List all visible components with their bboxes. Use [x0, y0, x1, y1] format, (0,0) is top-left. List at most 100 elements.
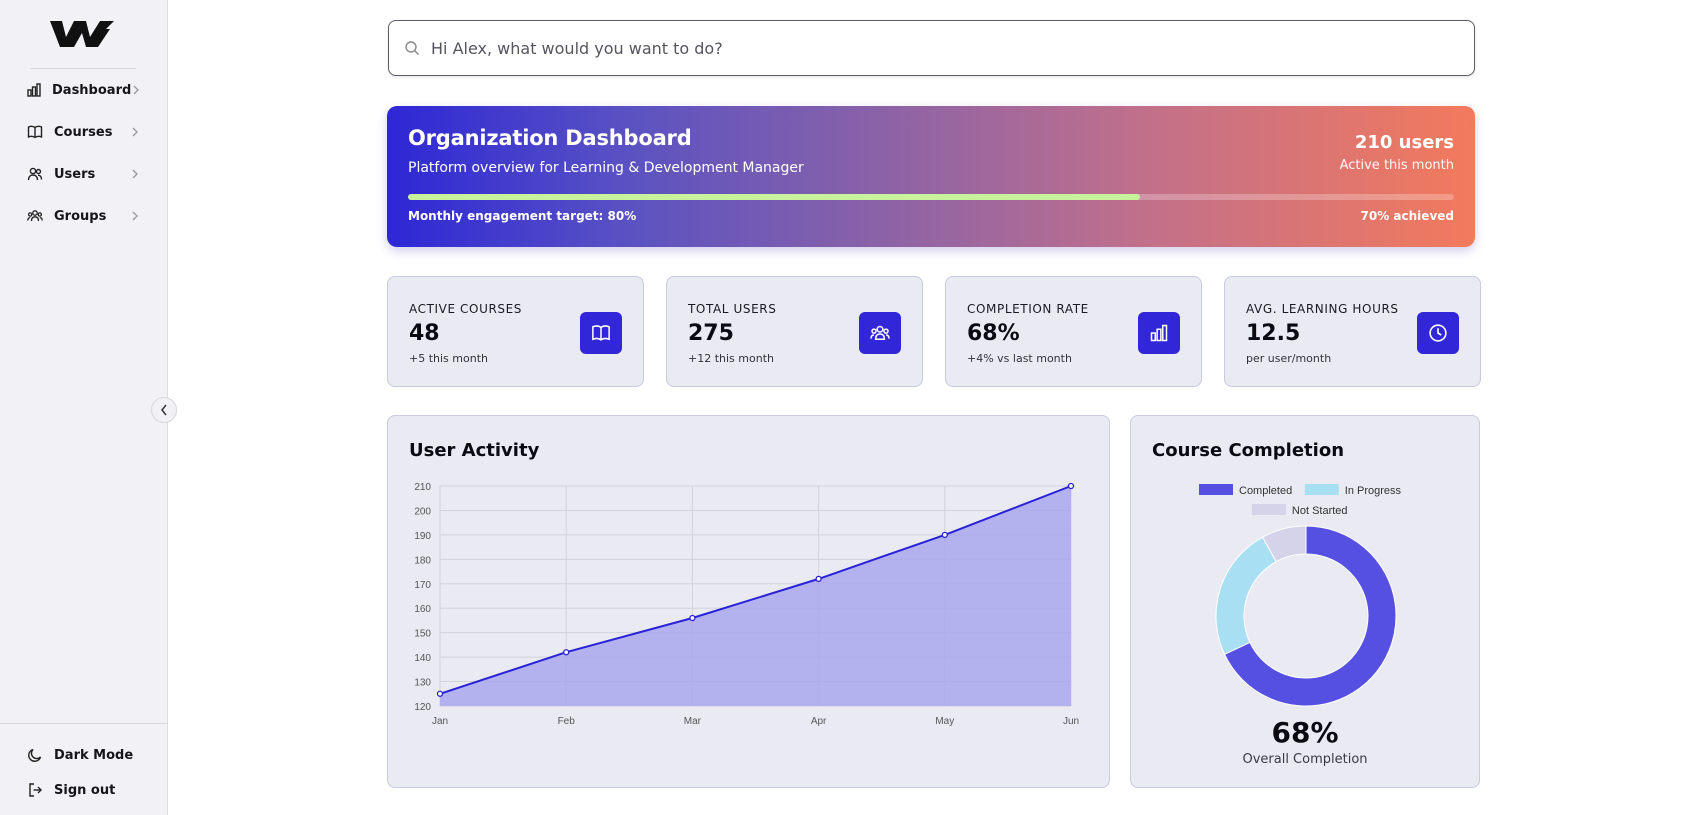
sidebar-item-label: Groups [54, 208, 107, 224]
x-tick-label: Jun [1063, 716, 1079, 727]
y-tick-label: 130 [414, 678, 431, 689]
sidebar-item-dashboard[interactable]: Dashboard [26, 77, 140, 103]
stat-value: 68% [967, 321, 1020, 346]
sign-out-icon [26, 781, 44, 799]
search-input[interactable] [431, 38, 1474, 58]
y-tick-label: 160 [414, 604, 431, 615]
active-users-caption: Active this month [1339, 158, 1454, 173]
y-tick-label: 190 [414, 531, 431, 542]
sign-out-label: Sign out [54, 782, 116, 798]
stat-delta: +12 this month [688, 352, 774, 365]
x-tick-label: May [935, 716, 954, 727]
engagement-progress-bar [408, 194, 1454, 200]
organization-banner: Organization Dashboard Platform overview… [387, 106, 1475, 247]
sidebar-item-label: Courses [54, 124, 113, 140]
moon-icon [26, 746, 44, 764]
users-icon [26, 165, 44, 183]
sidebar-item-users[interactable]: Users [26, 161, 140, 187]
user-activity-panel: User Activity 120 130 140 150 160 170 180 190 20… [387, 415, 1110, 788]
stat-value: 275 [688, 321, 734, 346]
bar-chart-icon [1138, 312, 1180, 354]
active-users-count: 210 users [1354, 132, 1454, 153]
search-icon [403, 39, 421, 57]
data-point [436, 690, 444, 697]
legend-label: Not Started [1292, 505, 1348, 517]
stat-card-active-courses[interactable]: ACTIVE COURSES 48 +5 this month [387, 276, 644, 387]
user-activity-chart: 120 130 140 150 160 170 180 190 200 210 Jan Feb Mar A… [414, 482, 1079, 727]
chevron-right-icon [130, 169, 140, 179]
stat-delta: +4% vs last month [967, 352, 1072, 365]
sign-out-button[interactable]: Sign out [26, 777, 140, 803]
dark-mode-label: Dark Mode [54, 747, 134, 763]
sidebar-item-label: Dashboard [52, 82, 132, 98]
engagement-target-label: Monthly engagement target: 80% [408, 209, 637, 223]
legend-swatch [1304, 484, 1339, 495]
legend-label: Completed [1239, 485, 1292, 497]
stat-card-total-users[interactable]: TOTAL USERS 275 +12 this month [666, 276, 923, 387]
sidebar-item-courses[interactable]: Courses [26, 119, 140, 145]
data-point [815, 575, 822, 583]
stat-delta: +5 this month [409, 352, 488, 365]
y-tick-label: 150 [414, 629, 431, 640]
logo[interactable] [48, 17, 116, 49]
x-tick-label: Apr [811, 716, 827, 727]
y-tick-label: 170 [414, 580, 431, 591]
panel-title: User Activity [409, 440, 540, 461]
sidebar-item-groups[interactable]: Groups [26, 203, 140, 229]
stat-label: COMPLETION RATE [967, 302, 1089, 316]
x-tick-label: Jan [432, 716, 448, 727]
stat-card-avg-learning-hours[interactable]: AVG. LEARNING HOURS 12.5 per user/month [1224, 276, 1481, 387]
stat-value: 48 [409, 321, 440, 346]
x-tick-label: Feb [558, 716, 576, 727]
y-tick-label: 210 [414, 482, 431, 493]
page-title: Organization Dashboard [408, 126, 692, 150]
dark-mode-toggle[interactable]: Dark Mode [26, 742, 140, 768]
donut-slice [1261, 525, 1307, 563]
sidebar: Dashboard Courses Users Groups Dark Mode [0, 0, 168, 815]
book-icon [26, 123, 44, 141]
chevron-right-icon [130, 211, 140, 221]
book-icon [580, 312, 622, 354]
legend-label: In Progress [1345, 485, 1402, 497]
stat-label: AVG. LEARNING HOURS [1246, 302, 1399, 316]
groups-icon [26, 207, 44, 225]
stat-value: 12.5 [1246, 321, 1301, 346]
engagement-achieved-label: 70% achieved [1360, 209, 1454, 223]
y-tick-label: 180 [414, 555, 431, 566]
sidebar-collapse-button[interactable] [151, 397, 177, 423]
y-tick-label: 140 [414, 653, 431, 664]
chevron-right-icon [131, 85, 140, 95]
chevron-right-icon [130, 127, 140, 137]
course-completion-panel: Course Completion Completed In Progress No… [1130, 415, 1480, 788]
stat-label: ACTIVE COURSES [409, 302, 523, 316]
x-tick-label: Mar [684, 716, 702, 727]
data-point [689, 614, 696, 622]
series-area [440, 486, 1071, 706]
stat-delta: per user/month [1246, 352, 1332, 365]
clock-icon [1417, 312, 1459, 354]
bar-chart-icon [26, 81, 42, 99]
engagement-progress-fill [408, 194, 1141, 200]
course-completion-chart: Completed In Progress Not Started [1199, 484, 1402, 707]
donut-slice [1215, 536, 1277, 655]
logo-divider [30, 68, 136, 69]
overall-completion-value: 68% [1271, 716, 1339, 749]
y-tick-label: 200 [414, 506, 431, 517]
data-point [941, 531, 948, 539]
sidebar-divider [0, 723, 168, 724]
legend-swatch [1251, 504, 1286, 515]
legend-swatch [1199, 484, 1233, 495]
data-point [563, 649, 570, 656]
assistant-search-bar[interactable] [388, 20, 1475, 76]
panel-title: Course Completion [1152, 440, 1345, 461]
stat-card-completion-rate[interactable]: COMPLETION RATE 68% +4% vs last month [945, 276, 1202, 387]
page-subtitle: Platform overview for Learning & Develop… [408, 160, 804, 176]
data-point [1067, 482, 1075, 490]
overall-completion-caption: Overall Completion [1242, 752, 1368, 767]
donut-slice [1223, 525, 1397, 707]
chevron-left-icon [160, 401, 168, 420]
users-icon [859, 312, 901, 354]
y-tick-label: 120 [414, 702, 431, 713]
sidebar-item-label: Users [54, 166, 96, 182]
series-line [439, 485, 1072, 695]
